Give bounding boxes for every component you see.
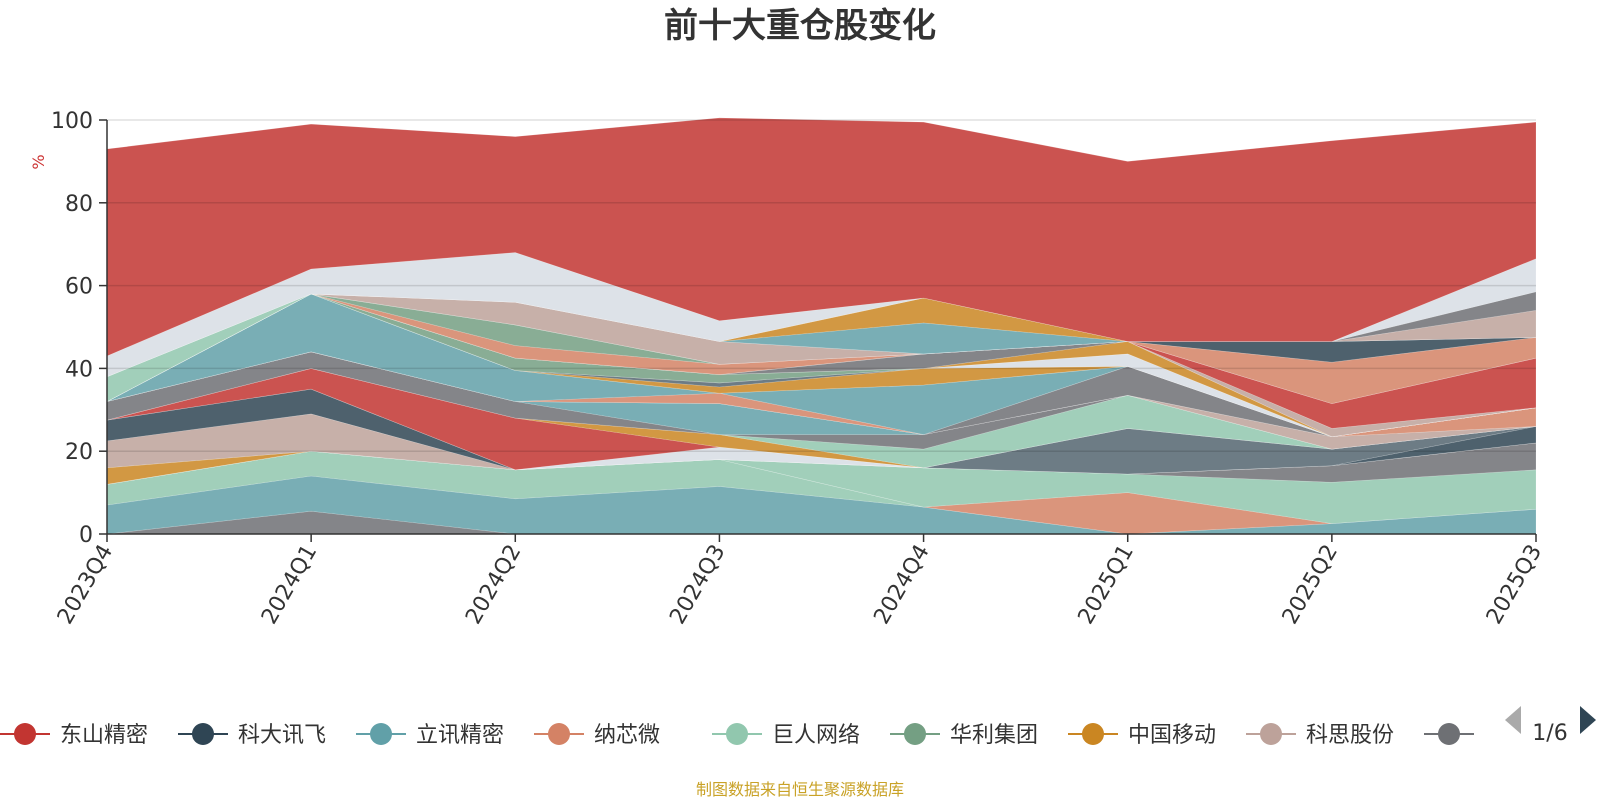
x-tick-label: 2023Q4	[53, 541, 118, 629]
legend-pager: 1/6	[1505, 706, 1596, 746]
legend-item-7[interactable]: 科思股份	[1246, 723, 1394, 748]
legend-item-1[interactable]: 科大讯飞	[178, 723, 326, 748]
legend-item-3[interactable]: 纳芯微	[534, 723, 660, 748]
legend-label: 科大讯飞	[238, 723, 326, 748]
legend-marker	[192, 723, 214, 745]
legend-item-8[interactable]: 中国	[1424, 723, 1528, 748]
legend-marker	[370, 723, 392, 745]
area-series-42	[106, 117, 1537, 357]
source-note: 制图数据来自恒生聚源数据库	[696, 780, 904, 799]
legend-item-6[interactable]: 中国移动	[1068, 723, 1216, 748]
legend-label: 纳芯微	[594, 723, 660, 748]
legend-page-indicator: 1/6	[1532, 721, 1567, 746]
y-tick-label: 60	[65, 275, 93, 300]
area-series-40	[106, 291, 1537, 377]
legend-label: 华利集团	[950, 723, 1038, 748]
grid-lines	[107, 119, 1536, 452]
legend-marker	[904, 723, 926, 745]
x-tick-label: 2025Q3	[1482, 541, 1547, 629]
legend-item-5[interactable]: 华利集团	[890, 723, 1038, 748]
legend-label: 科思股份	[1306, 723, 1394, 748]
legend-marker	[1082, 723, 1104, 745]
legend-marker	[14, 723, 36, 745]
x-tick-label: 2024Q3	[665, 541, 730, 629]
x-tick-label: 2024Q4	[869, 541, 934, 629]
chart-title: 前十大重仓股变化	[664, 6, 936, 46]
x-tick-label: 2024Q1	[257, 541, 322, 629]
area-series-41	[106, 252, 1537, 378]
x-tick-label: 2024Q2	[461, 541, 526, 629]
legend-next-arrow[interactable]	[1580, 706, 1596, 734]
area-series-39	[106, 293, 1537, 377]
legend-marker	[1260, 723, 1282, 745]
legend-label: 立讯精密	[416, 723, 504, 748]
legend-item-2[interactable]: 立讯精密	[356, 723, 504, 748]
legend-label: 巨人网络	[772, 723, 860, 748]
area-series-33	[106, 293, 1537, 404]
legend-item-0[interactable]: 东山精密	[0, 723, 148, 748]
y-tick-label: 100	[51, 109, 93, 134]
legend-prev-arrow[interactable]	[1505, 706, 1521, 734]
legend-label: 东山精密	[60, 723, 148, 748]
legend-marker	[1438, 723, 1460, 745]
legend-marker	[548, 723, 570, 745]
x-tick-label: 2025Q1	[1074, 541, 1139, 629]
y-tick-label: 80	[65, 192, 93, 217]
legend: 东山精密 科大讯飞 立讯精密 纳芯微 巨人网络 华利集团 中国移动 科思股份 中国	[0, 723, 1528, 748]
legend-label: 中国	[1484, 723, 1528, 748]
area-series-30	[106, 293, 1537, 429]
y-tick-label: 20	[65, 440, 93, 465]
legend-marker	[726, 723, 748, 745]
y-tick-label: 0	[79, 523, 93, 548]
x-tick-label: 2025Q2	[1278, 541, 1343, 629]
legend-label: 中国移动	[1128, 723, 1216, 748]
area-layers	[106, 117, 1537, 535]
y-axis-unit: %	[29, 154, 48, 169]
y-tick-label: 40	[65, 357, 93, 382]
legend-item-4[interactable]: 巨人网络	[712, 723, 860, 748]
